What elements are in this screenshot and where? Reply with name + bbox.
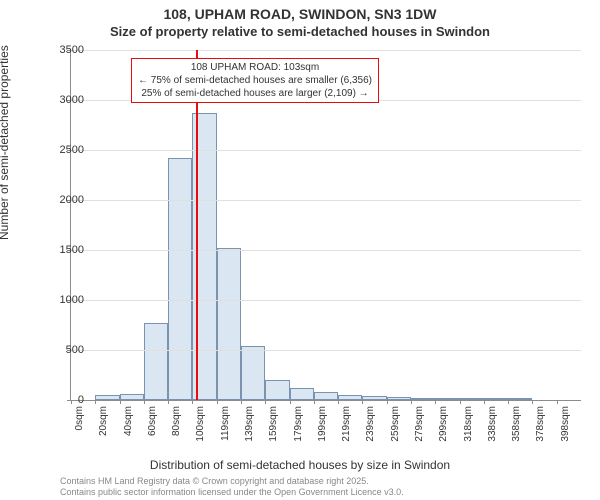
attribution-line-2: Contains public sector information licen…	[60, 487, 404, 498]
xtick-mark	[435, 400, 436, 404]
xtick-label: 60sqm	[147, 406, 158, 436]
xtick-mark	[71, 400, 72, 404]
xtick-label: 80sqm	[171, 406, 182, 436]
xtick-label: 139sqm	[244, 406, 255, 442]
xtick-mark	[508, 400, 509, 404]
xtick-mark	[168, 400, 169, 404]
histogram-bar	[338, 395, 362, 400]
ytick-label: 3000	[60, 94, 84, 106]
xtick-mark	[144, 400, 145, 404]
xtick-label: 0sqm	[74, 406, 85, 430]
attribution-text: Contains HM Land Registry data © Crown c…	[60, 476, 404, 499]
histogram-bar	[120, 394, 144, 400]
histogram-bar	[362, 396, 386, 400]
xtick-label: 159sqm	[268, 406, 279, 442]
ytick-label: 1000	[60, 294, 84, 306]
xtick-mark	[484, 400, 485, 404]
page-subtitle: Size of property relative to semi-detach…	[0, 24, 600, 39]
xtick-mark	[290, 400, 291, 404]
xtick-label: 338sqm	[487, 406, 498, 442]
gridline	[71, 300, 581, 301]
histogram-bar	[484, 398, 508, 400]
ytick-label: 2500	[60, 144, 84, 156]
histogram-bar	[217, 248, 241, 400]
xtick-mark	[192, 400, 193, 404]
xtick-mark	[362, 400, 363, 404]
ytick-label: 3500	[60, 44, 84, 56]
xtick-mark	[460, 400, 461, 404]
ytick-label: 1500	[60, 244, 84, 256]
annotation-line-3: 25% of semi-detached houses are larger (…	[138, 87, 372, 100]
page-title: 108, UPHAM ROAD, SWINDON, SN3 1DW	[0, 6, 600, 22]
xtick-label: 378sqm	[535, 406, 546, 442]
xtick-label: 318sqm	[463, 406, 474, 442]
gridline	[71, 200, 581, 201]
histogram-bar	[508, 398, 532, 400]
annotation-line-1: 108 UPHAM ROAD: 103sqm	[138, 61, 372, 74]
ytick-label: 2000	[60, 194, 84, 206]
xtick-mark	[241, 400, 242, 404]
histogram-bar	[411, 398, 435, 400]
histogram-bar	[241, 346, 265, 400]
xtick-mark	[120, 400, 121, 404]
property-annotation: 108 UPHAM ROAD: 103sqm← 75% of semi-deta…	[131, 58, 379, 103]
histogram-bar	[460, 398, 484, 400]
xtick-label: 239sqm	[365, 406, 376, 442]
xtick-mark	[338, 400, 339, 404]
gridline	[71, 150, 581, 151]
histogram-bar	[95, 395, 119, 401]
histogram-bar	[265, 380, 289, 400]
xtick-mark	[217, 400, 218, 404]
xtick-label: 259sqm	[390, 406, 401, 442]
xtick-label: 119sqm	[220, 406, 231, 441]
histogram-bar	[290, 388, 314, 400]
x-axis-label: Distribution of semi-detached houses by …	[0, 458, 600, 472]
xtick-label: 398sqm	[560, 406, 571, 442]
xtick-label: 40sqm	[123, 406, 134, 436]
xtick-label: 358sqm	[511, 406, 522, 442]
annotation-line-2: ← 75% of semi-detached houses are smalle…	[138, 74, 372, 87]
histogram-plot: 0sqm20sqm40sqm60sqm80sqm100sqm119sqm139s…	[70, 50, 581, 401]
xtick-label: 179sqm	[293, 406, 304, 442]
xtick-label: 199sqm	[317, 406, 328, 442]
xtick-mark	[314, 400, 315, 404]
attribution-line-1: Contains HM Land Registry data © Crown c…	[60, 476, 404, 487]
ytick-label: 500	[66, 344, 84, 356]
gridline	[71, 350, 581, 351]
gridline	[71, 50, 581, 51]
xtick-mark	[387, 400, 388, 404]
xtick-mark	[411, 400, 412, 404]
xtick-mark	[95, 400, 96, 404]
xtick-mark	[532, 400, 533, 404]
xtick-label: 299sqm	[438, 406, 449, 442]
gridline	[71, 250, 581, 251]
xtick-label: 100sqm	[195, 406, 206, 442]
xtick-label: 279sqm	[414, 406, 425, 442]
histogram-bar	[144, 323, 168, 400]
histogram-bar	[387, 397, 411, 400]
histogram-bar	[168, 158, 192, 400]
histogram-bar	[435, 398, 459, 400]
y-axis-label: Number of semi-detached properties	[0, 45, 11, 240]
xtick-mark	[265, 400, 266, 404]
xtick-label: 219sqm	[341, 406, 352, 442]
xtick-label: 20sqm	[98, 406, 109, 436]
histogram-bar	[314, 392, 338, 400]
ytick-label: 0	[78, 394, 84, 406]
xtick-mark	[557, 400, 558, 404]
